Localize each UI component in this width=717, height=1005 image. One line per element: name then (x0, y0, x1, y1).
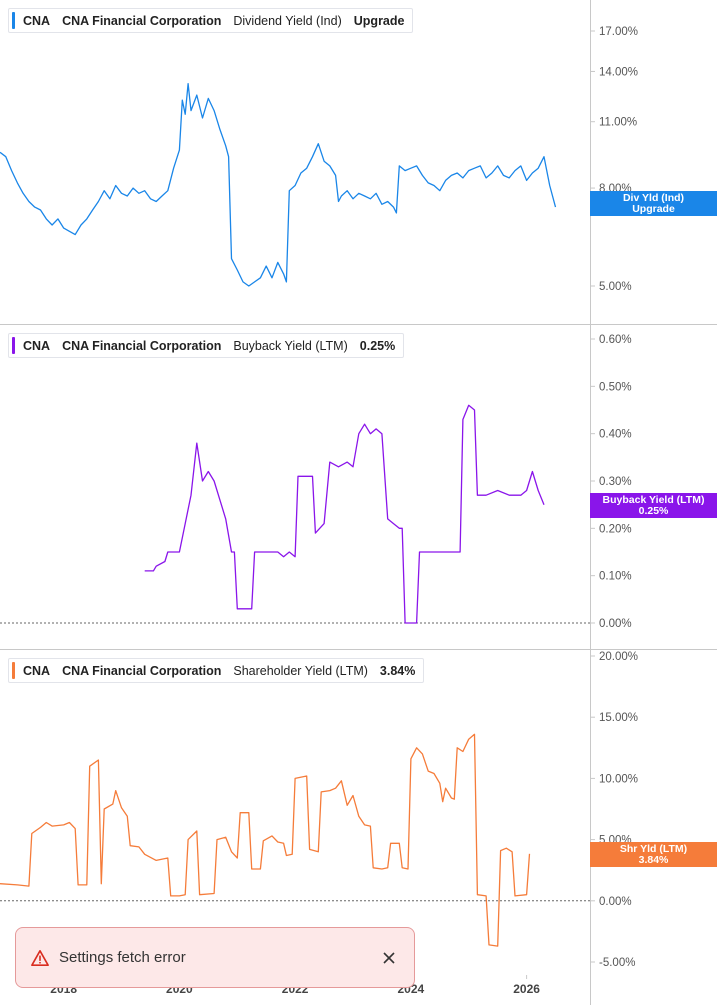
error-toast: Settings fetch error (15, 927, 415, 988)
y-tick-label: 0.00% (599, 896, 632, 908)
div-yield-value-tag: Div Yld (Ind) Upgrade (590, 191, 717, 216)
series-swatch (12, 12, 15, 29)
y-tick-label: 17.00% (599, 26, 638, 38)
y-tick-label: 5.00% (599, 281, 632, 293)
tag-value: 0.25% (638, 505, 669, 517)
tag-value: 3.84% (638, 854, 669, 866)
y-tick-label: 0.60% (599, 334, 632, 346)
series-line-0 (0, 83, 557, 287)
series-swatch (12, 662, 15, 679)
legend-company: CNA Financial Corporation (62, 13, 222, 28)
y-tick-label: 14.00% (599, 66, 638, 78)
y-tick-label: 0.20% (599, 523, 632, 535)
y-tick-label: 0.40% (599, 429, 632, 441)
y-tick-labels: 17.00%14.00%11.00%8.00%7.00%5.00%0.60%0.… (590, 26, 638, 969)
y-tick-label: 15.00% (599, 712, 638, 724)
y-tick-label: -5.00% (599, 957, 635, 969)
legend-value: 0.25% (359, 338, 396, 353)
y-tick-label: 0.50% (599, 381, 632, 393)
y-tick-label: 0.30% (599, 476, 632, 488)
y-tick-label: 10.00% (599, 773, 638, 785)
legend-shareholder-yield: CNA CNA Financial Corporation Shareholde… (8, 658, 425, 683)
y-tick-label: 0.00% (599, 618, 632, 630)
tag-value: Upgrade (632, 203, 675, 215)
y-tick-label: 0.10% (599, 571, 632, 583)
tag-label: Shr Yld (LTM) (619, 843, 688, 855)
shareholder-yield-value-tag: Shr Yld (LTM) 3.84% (590, 842, 717, 867)
legend-metric: Buyback Yield (LTM) (233, 338, 348, 353)
tag-label: Buyback Yield (LTM) (602, 494, 705, 506)
toast-message: Settings fetch error (59, 949, 186, 966)
legend-value: 3.84% (379, 663, 416, 678)
x-tick-label: 2026 (513, 982, 540, 996)
legend-ticker: CNA (23, 663, 51, 678)
legend-company: CNA Financial Corporation (62, 663, 222, 678)
legend-company: CNA Financial Corporation (62, 338, 222, 353)
legend-value[interactable]: Upgrade (353, 13, 405, 28)
series-swatch (12, 337, 15, 354)
legend-metric: Shareholder Yield (LTM) (233, 663, 368, 678)
y-tick-label: 11.00% (599, 117, 637, 129)
lines-layer (0, 83, 557, 947)
legend-ticker: CNA (23, 338, 51, 353)
legend-buyback-yield: CNA CNA Financial Corporation Buyback Yi… (8, 333, 405, 358)
series-line-2 (0, 733, 531, 947)
series-line-1 (144, 404, 545, 624)
legend-metric: Dividend Yield (Ind) (233, 13, 342, 28)
warning-icon (31, 949, 49, 966)
legend-dividend-yield: CNA CNA Financial Corporation Dividend Y… (8, 8, 414, 33)
tag-label: Div Yld (Ind) (622, 192, 685, 204)
y-tick-label: 20.00% (599, 651, 638, 663)
legend-ticker: CNA (23, 13, 51, 28)
close-icon[interactable] (382, 951, 396, 965)
buyback-yield-value-tag: Buyback Yield (LTM) 0.25% (590, 493, 717, 518)
